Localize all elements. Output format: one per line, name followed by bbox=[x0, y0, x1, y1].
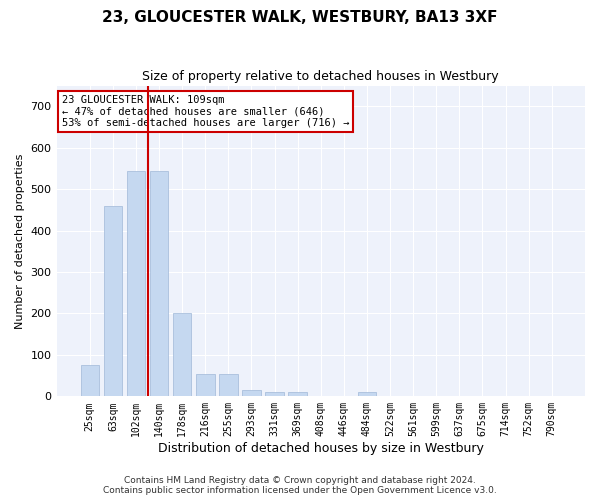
Title: Size of property relative to detached houses in Westbury: Size of property relative to detached ho… bbox=[142, 70, 499, 83]
Text: Contains HM Land Registry data © Crown copyright and database right 2024.
Contai: Contains HM Land Registry data © Crown c… bbox=[103, 476, 497, 495]
Text: 23, GLOUCESTER WALK, WESTBURY, BA13 3XF: 23, GLOUCESTER WALK, WESTBURY, BA13 3XF bbox=[102, 10, 498, 25]
Bar bbox=[196, 374, 215, 396]
Bar bbox=[242, 390, 261, 396]
Bar bbox=[289, 392, 307, 396]
Bar bbox=[104, 206, 122, 396]
Bar bbox=[173, 314, 191, 396]
Bar bbox=[150, 170, 169, 396]
X-axis label: Distribution of detached houses by size in Westbury: Distribution of detached houses by size … bbox=[158, 442, 484, 455]
Text: 23 GLOUCESTER WALK: 109sqm
← 47% of detached houses are smaller (646)
53% of sem: 23 GLOUCESTER WALK: 109sqm ← 47% of deta… bbox=[62, 95, 349, 128]
Bar bbox=[358, 392, 376, 396]
Y-axis label: Number of detached properties: Number of detached properties bbox=[15, 154, 25, 328]
Bar bbox=[219, 374, 238, 396]
Bar bbox=[80, 366, 99, 396]
Bar bbox=[265, 392, 284, 396]
Bar bbox=[127, 170, 145, 396]
